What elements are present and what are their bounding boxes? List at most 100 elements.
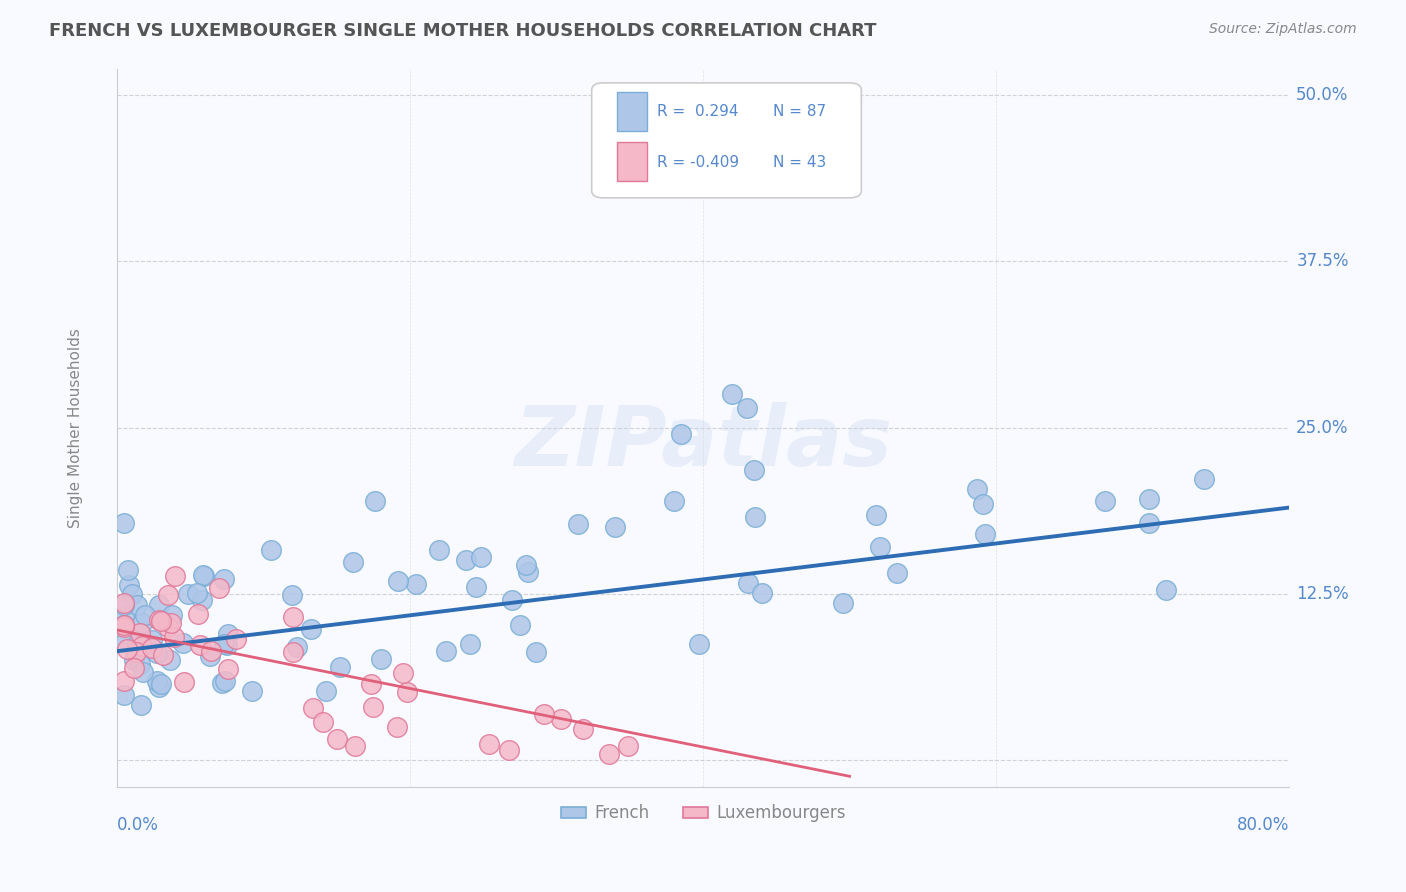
Point	[225, 632, 247, 646]
Point	[141, 633, 163, 648]
Text: 80.0%: 80.0%	[1237, 815, 1289, 834]
Point	[121, 587, 143, 601]
Point	[285, 640, 308, 655]
Point	[215, 638, 238, 652]
Point	[869, 540, 891, 554]
Point	[1094, 494, 1116, 508]
Point	[1137, 491, 1160, 506]
Point	[186, 585, 208, 599]
Point	[188, 638, 211, 652]
Point	[344, 739, 367, 753]
Point	[516, 565, 538, 579]
Point	[129, 657, 152, 672]
Point	[118, 578, 141, 592]
Point	[721, 387, 744, 401]
Point	[312, 714, 335, 729]
Point	[131, 639, 153, 653]
Point	[662, 494, 685, 508]
Point	[735, 401, 758, 415]
Point	[669, 427, 692, 442]
Point	[364, 494, 387, 508]
Text: Single Mother Households: Single Mother Households	[69, 327, 83, 528]
Point	[972, 498, 994, 512]
FancyBboxPatch shape	[592, 83, 862, 198]
Point	[134, 607, 156, 622]
Point	[831, 596, 853, 610]
Point	[886, 566, 908, 580]
Point	[405, 577, 427, 591]
Point	[603, 519, 626, 533]
Point	[165, 568, 187, 582]
Point	[125, 638, 148, 652]
Point	[131, 616, 153, 631]
Point	[360, 677, 382, 691]
Point	[434, 644, 457, 658]
Point	[132, 665, 155, 679]
Legend: French, Luxembourgers: French, Luxembourgers	[554, 797, 852, 829]
Point	[626, 117, 648, 131]
Point	[361, 700, 384, 714]
Point	[125, 645, 148, 659]
Text: 37.5%: 37.5%	[1296, 252, 1348, 270]
Point	[370, 652, 392, 666]
Point	[315, 684, 337, 698]
Point	[198, 649, 221, 664]
Point	[214, 674, 236, 689]
Point	[217, 627, 239, 641]
Point	[112, 596, 135, 610]
Point	[129, 698, 152, 713]
Point	[117, 642, 139, 657]
Point	[572, 722, 595, 736]
Point	[177, 586, 200, 600]
Point	[550, 712, 572, 726]
Point	[281, 609, 304, 624]
Text: R = -0.409: R = -0.409	[658, 154, 740, 169]
Point	[212, 572, 235, 586]
Point	[190, 593, 212, 607]
Point	[172, 635, 194, 649]
Point	[112, 618, 135, 632]
Text: N = 87: N = 87	[773, 104, 827, 120]
Point	[128, 637, 150, 651]
Text: 12.5%: 12.5%	[1296, 585, 1348, 603]
Text: R =  0.294: R = 0.294	[658, 104, 738, 120]
Point	[260, 543, 283, 558]
Point	[160, 616, 183, 631]
Point	[616, 739, 638, 754]
Point	[128, 626, 150, 640]
Point	[688, 637, 710, 651]
Point	[281, 645, 304, 659]
Point	[1154, 582, 1177, 597]
Point	[149, 615, 172, 629]
Point	[454, 553, 477, 567]
Point	[207, 581, 229, 595]
Point	[112, 598, 135, 612]
Point	[1137, 516, 1160, 530]
Point	[141, 640, 163, 655]
Text: 0.0%: 0.0%	[117, 815, 159, 834]
Point	[427, 543, 450, 558]
Point	[524, 645, 547, 659]
Point	[160, 608, 183, 623]
Point	[191, 568, 214, 582]
Text: N = 43: N = 43	[773, 154, 827, 169]
Text: Source: ZipAtlas.com: Source: ZipAtlas.com	[1209, 22, 1357, 37]
Point	[478, 737, 501, 751]
Point	[193, 569, 215, 583]
Point	[974, 527, 997, 541]
Point	[148, 614, 170, 628]
FancyBboxPatch shape	[617, 142, 647, 181]
Point	[342, 555, 364, 569]
Point	[567, 516, 589, 531]
Point	[458, 637, 481, 651]
Point	[281, 588, 304, 602]
Text: ZIPatlas: ZIPatlas	[515, 401, 891, 483]
Point	[124, 653, 146, 667]
Point	[470, 550, 492, 565]
Point	[112, 609, 135, 624]
Point	[149, 676, 172, 690]
Point	[396, 685, 419, 699]
Point	[751, 586, 773, 600]
Point	[156, 619, 179, 633]
Point	[1192, 472, 1215, 486]
